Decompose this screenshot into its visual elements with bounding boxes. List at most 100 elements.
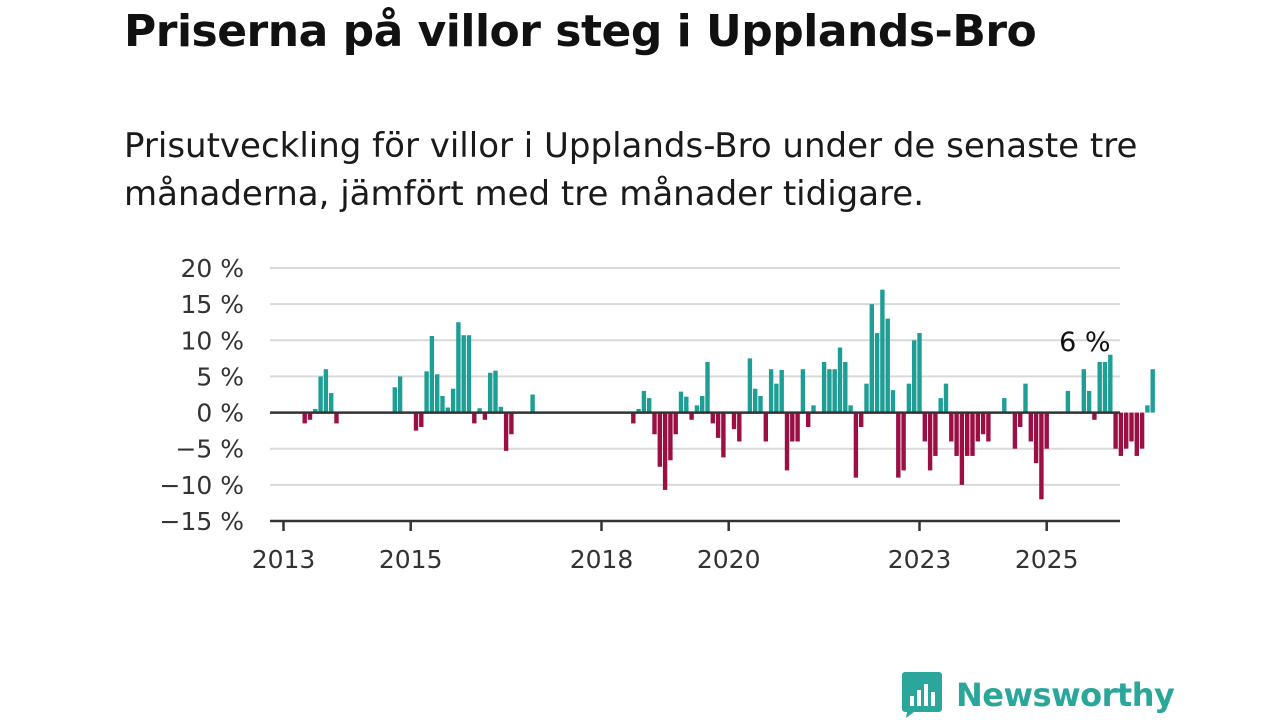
bar: [509, 412, 514, 435]
bar: [1150, 369, 1155, 413]
bar: [456, 322, 461, 413]
bar: [461, 335, 466, 413]
bar: [758, 395, 763, 413]
chart-subtitle: Prisutveckling för villor i Upplands-Bro…: [124, 126, 1138, 214]
bar: [737, 412, 742, 442]
bar: [429, 335, 435, 413]
bar: [466, 335, 472, 413]
y-tick-label: 10 %: [180, 326, 244, 355]
bar: [869, 304, 874, 413]
bar: [1097, 361, 1102, 413]
bar: [912, 340, 917, 413]
x-tick-label: 2023: [888, 545, 952, 574]
bar: [668, 412, 673, 461]
bar: [1145, 405, 1150, 413]
bar: [307, 412, 313, 420]
bar: [927, 412, 933, 471]
bar: [747, 358, 753, 413]
bar: [488, 372, 493, 413]
bar: [1108, 354, 1113, 413]
bar: [763, 412, 768, 442]
bar: [498, 406, 503, 413]
bar: [318, 376, 323, 413]
bar: [1065, 390, 1071, 413]
bar: [689, 412, 694, 420]
bar: [715, 412, 721, 438]
bar: [652, 412, 657, 435]
bar: [1092, 412, 1097, 420]
bar: [445, 407, 450, 413]
x-tick-label: 2013: [252, 545, 316, 574]
bar: [1102, 361, 1108, 413]
bar: [1044, 412, 1049, 449]
bar: [472, 412, 477, 424]
bar-chart-speech-bubble-icon: [902, 672, 942, 718]
bar: [811, 405, 816, 413]
bar: [933, 412, 938, 456]
bar: [922, 412, 927, 442]
bar: [413, 412, 419, 431]
bar: [1086, 390, 1092, 413]
bar: [779, 369, 784, 413]
y-tick-label: −10 %: [160, 471, 244, 500]
latest-value-annotation: 6 %: [1059, 327, 1110, 358]
bar: [959, 412, 965, 485]
bar: [673, 412, 678, 435]
x-tick-label: 2020: [697, 545, 761, 574]
bar: [313, 408, 318, 413]
bar: [853, 412, 859, 478]
bar-chart: 20 % 15 % 10 % 5 % 0 % −5 % −10 % −15 % 2013 2015…: [160, 254, 1155, 574]
bar: [880, 289, 885, 413]
bar: [938, 398, 943, 413]
bar: [450, 388, 456, 413]
tick-labels: 20 % 15 % 10 % 5 % 0 % −5 % −10 % −15 % 2013 2015…: [160, 254, 1079, 574]
bar: [1124, 412, 1129, 449]
bar: [795, 412, 800, 442]
bar: [392, 387, 397, 413]
bar: [503, 412, 509, 451]
bar: [1002, 398, 1007, 413]
bar: [806, 412, 811, 428]
bar: [843, 361, 848, 413]
bar: [334, 412, 339, 424]
bar: [493, 370, 498, 413]
bar: [954, 412, 959, 456]
x-tick-label: 2025: [1015, 545, 1079, 574]
bar: [705, 361, 710, 413]
bar: [864, 383, 869, 413]
bar: [662, 412, 668, 490]
bar: [768, 369, 774, 413]
bar: [790, 412, 795, 442]
bar: [890, 390, 896, 413]
bar: [1023, 383, 1028, 413]
y-tick-label: −15 %: [160, 507, 244, 536]
bar: [1129, 412, 1134, 442]
y-tick-label: 15 %: [180, 290, 244, 319]
bar: [440, 395, 445, 413]
bar: [700, 395, 705, 413]
bar: [917, 333, 922, 413]
x-tick-label: 2018: [570, 545, 634, 574]
bar: [827, 369, 832, 413]
bar: [657, 412, 662, 467]
bar: [1018, 412, 1023, 428]
gridlines: [270, 267, 1120, 486]
bar: [848, 405, 853, 413]
bar: [1033, 412, 1039, 464]
bar: [1081, 369, 1086, 413]
newsworthy-logo: Newsworthy: [902, 670, 1175, 720]
bar: [800, 369, 806, 413]
y-tick-label: 5 %: [196, 362, 244, 391]
chart-title: Priserna på villor steg i Upplands-Bro: [124, 6, 1037, 57]
bar: [302, 412, 307, 424]
bar: [1012, 412, 1018, 449]
bar: [1113, 412, 1118, 449]
bar: [647, 398, 652, 413]
logo-text: Newsworthy: [956, 676, 1175, 714]
bar: [774, 383, 779, 413]
bar: [678, 391, 684, 413]
bar: [419, 412, 424, 428]
bar: [636, 408, 641, 413]
bar: [906, 383, 912, 413]
bar: [986, 412, 991, 442]
